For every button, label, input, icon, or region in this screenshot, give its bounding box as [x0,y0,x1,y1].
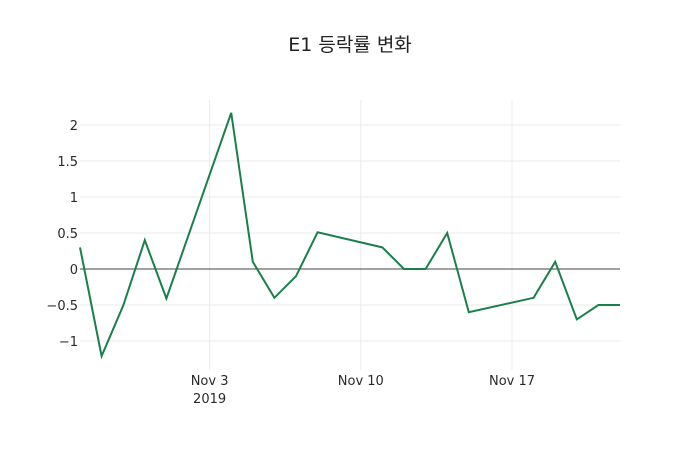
x-axis: Nov 3 2019 Nov 10 Nov 17 [191,374,535,407]
y-axis: 2 1.5 1 0.5 0 −0.5 −1 [46,119,78,350]
y-tick-label: 2 [70,119,78,134]
x-tick-label: Nov 3 [191,374,229,389]
y-tick-label: 1 [70,191,78,206]
x-tick-label: Nov 17 [489,374,535,389]
x-tick-label: Nov 10 [338,374,384,389]
gridlines [80,100,620,370]
y-tick-label: −0.5 [46,299,78,314]
y-tick-label: 0.5 [57,227,78,242]
y-tick-label: 0 [70,263,78,278]
chart-title: E1 등락률 변화 [288,34,412,56]
y-tick-label: 1.5 [57,155,78,170]
series-line-e1 [79,112,620,360]
y-tick-label: −1 [59,335,78,350]
x-tick-year-label: 2019 [193,392,226,407]
